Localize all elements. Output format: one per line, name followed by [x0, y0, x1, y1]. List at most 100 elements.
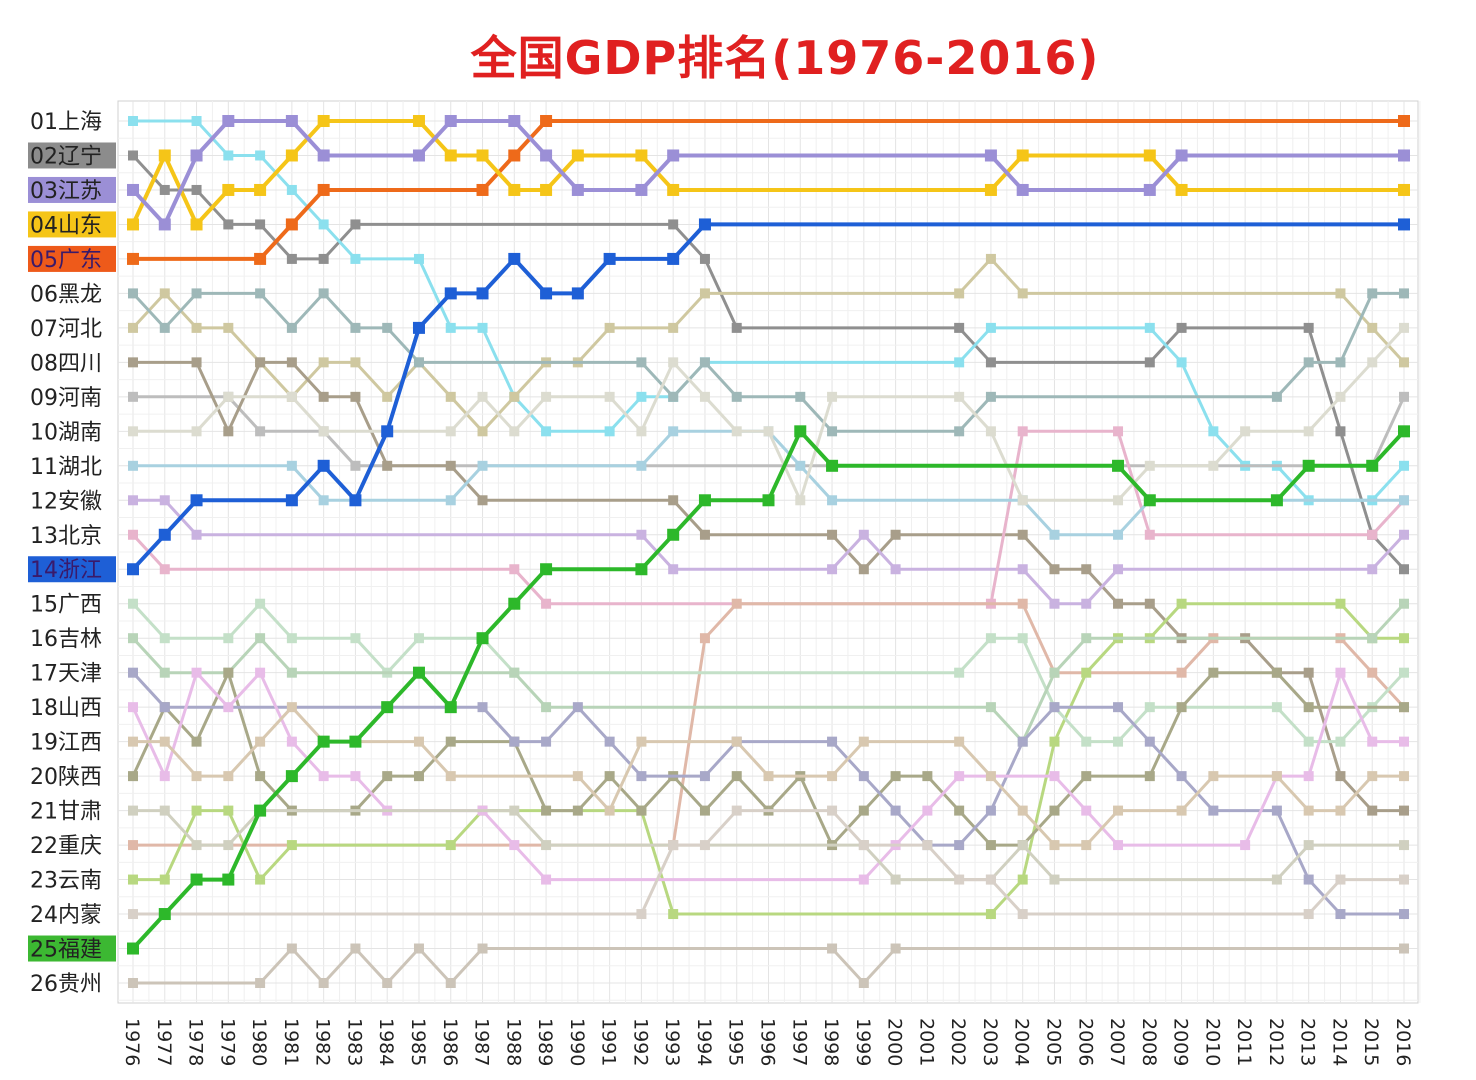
- data-point: [985, 840, 996, 851]
- data-point: [1017, 288, 1028, 299]
- data-point: [285, 494, 298, 507]
- data-point: [667, 149, 680, 162]
- data-point: [350, 460, 361, 471]
- data-point: [827, 495, 838, 506]
- row-label: 17天津: [30, 662, 102, 687]
- row-label: 19江西: [30, 731, 102, 756]
- data-point: [444, 287, 457, 300]
- data-point: [1367, 771, 1378, 782]
- data-point: [1367, 564, 1378, 575]
- data-point: [922, 805, 933, 816]
- data-point: [445, 426, 456, 437]
- data-point: [444, 149, 457, 162]
- data-point: [382, 460, 393, 471]
- row-label: 04山东: [30, 213, 102, 238]
- data-point: [890, 943, 901, 954]
- data-point: [541, 840, 552, 851]
- data-point: [1143, 494, 1156, 507]
- data-point: [1399, 598, 1409, 609]
- series-path: [133, 119, 1406, 502]
- data-point: [699, 357, 710, 368]
- data-point: [191, 288, 202, 299]
- row-label: 16吉林: [30, 627, 102, 652]
- x-tick-label: 1985: [407, 1018, 429, 1066]
- data-point: [699, 633, 710, 644]
- data-point: [763, 426, 774, 437]
- data-point: [826, 459, 839, 472]
- data-point: [477, 322, 488, 333]
- series-path: [131, 671, 1404, 916]
- data-point: [636, 529, 647, 540]
- data-point: [413, 771, 424, 782]
- data-point: [159, 495, 170, 506]
- data-point: [318, 253, 329, 264]
- data-point: [412, 666, 425, 679]
- data-point: [286, 736, 297, 747]
- data-point: [1081, 736, 1092, 747]
- data-point: [350, 391, 361, 402]
- data-point: [1399, 288, 1409, 299]
- data-point: [1176, 771, 1187, 782]
- data-point: [445, 840, 456, 851]
- data-point: [255, 667, 266, 678]
- data-point: [508, 183, 521, 196]
- data-point: [1398, 218, 1410, 231]
- data-point: [1367, 805, 1378, 816]
- data-point: [668, 322, 679, 333]
- x-tick-label: 1994: [693, 1018, 715, 1066]
- data-point: [699, 840, 710, 851]
- data-point: [954, 840, 965, 851]
- data-point: [1399, 943, 1409, 954]
- data-point: [128, 598, 138, 609]
- data-point: [604, 391, 615, 402]
- series-line: [128, 598, 1409, 747]
- data-point: [223, 426, 234, 437]
- data-point: [668, 495, 679, 506]
- data-point: [541, 874, 552, 885]
- data-point: [1017, 805, 1028, 816]
- data-point: [1017, 598, 1028, 609]
- data-point: [445, 322, 456, 333]
- data-point: [1240, 426, 1251, 437]
- data-point: [255, 978, 266, 988]
- x-tick-label: 2015: [1360, 1018, 1382, 1066]
- data-point: [985, 357, 996, 368]
- data-point: [350, 633, 361, 644]
- data-point: [1017, 426, 1028, 437]
- row-label: 03江苏: [30, 179, 102, 204]
- data-point: [382, 322, 393, 333]
- data-point: [476, 149, 489, 162]
- x-tick-label: 1998: [820, 1018, 842, 1066]
- chart-title: 全国GDP排名(1976-2016): [470, 31, 1100, 85]
- data-point: [318, 357, 329, 368]
- data-point: [1367, 633, 1378, 644]
- data-point: [382, 391, 393, 402]
- data-point: [1335, 357, 1346, 368]
- data-point: [254, 252, 267, 265]
- data-point: [191, 771, 202, 782]
- data-point: [985, 702, 996, 713]
- data-point: [1398, 183, 1410, 196]
- series-path: [133, 602, 1404, 916]
- data-point: [795, 460, 806, 471]
- data-point: [985, 874, 996, 885]
- data-point: [191, 667, 202, 678]
- data-point: [286, 357, 297, 368]
- series-path: [133, 498, 1406, 606]
- data-point: [191, 805, 202, 816]
- data-point: [541, 702, 552, 713]
- data-point: [1081, 667, 1092, 678]
- data-point: [445, 771, 456, 782]
- data-point: [1017, 495, 1028, 506]
- data-point: [954, 426, 965, 437]
- data-point: [1399, 702, 1409, 713]
- data-point: [636, 771, 647, 782]
- data-point: [317, 115, 330, 127]
- x-tick-label: 1996: [757, 1018, 779, 1066]
- row-label: 12安徽: [30, 489, 102, 514]
- row-label: 14浙江: [30, 558, 102, 583]
- data-point: [159, 736, 170, 747]
- data-point: [1303, 426, 1314, 437]
- data-point: [191, 426, 202, 437]
- data-point: [636, 736, 647, 747]
